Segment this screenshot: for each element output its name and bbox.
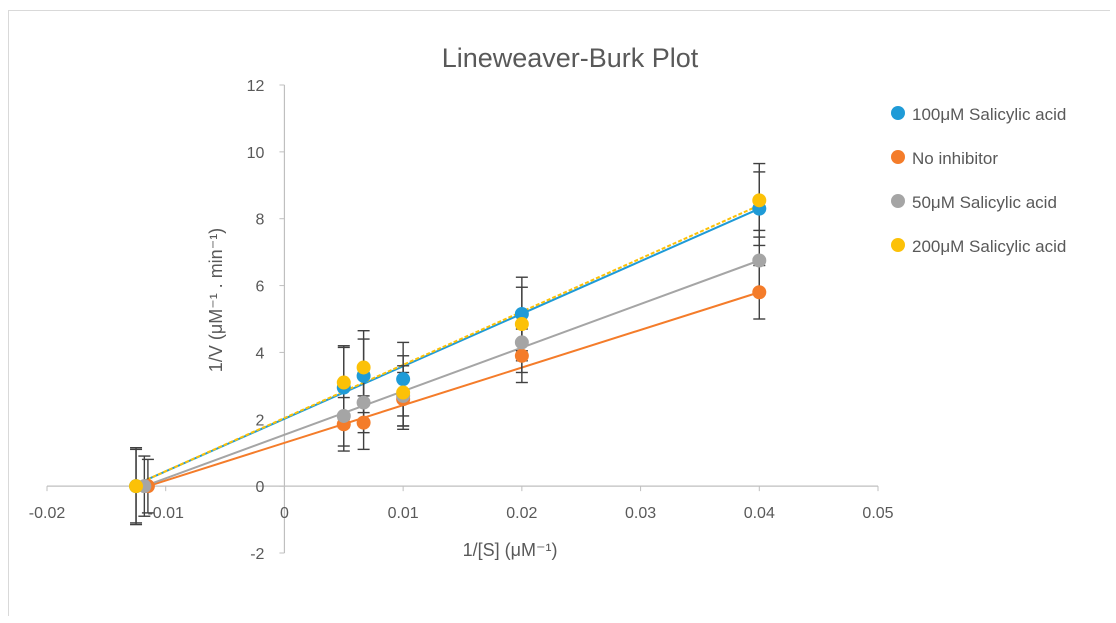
chart-title: Lineweaver-Burk Plot: [442, 43, 699, 73]
chart-frame: [8, 10, 1110, 616]
data-point-series-3: [356, 360, 371, 375]
trendline-series-0: [135, 207, 760, 486]
data-point-series-1: [514, 348, 529, 363]
x-tick-label: 0.04: [744, 505, 775, 522]
y-tick-label: 0: [256, 479, 265, 496]
data-point-series-1: [752, 285, 767, 300]
data-point-series-2: [514, 335, 529, 350]
y-tick-label: 6: [256, 279, 265, 296]
axes: [46, 84, 879, 554]
y-tick-label: 8: [256, 212, 265, 229]
x-tick-label: 0.03: [625, 505, 656, 522]
legend-label: No inhibitor: [912, 149, 998, 168]
data-point-series-0: [514, 306, 529, 321]
data-point-series-1: [356, 415, 371, 430]
data-point-series-3: [752, 193, 767, 208]
y-tick-label: 4: [256, 345, 265, 362]
trendline-series-1: [147, 291, 760, 488]
x-tick-label: -0.02: [29, 505, 66, 522]
data-point-series-2: [752, 253, 767, 268]
data-point-series-0: [396, 372, 411, 387]
data-points: [129, 193, 767, 494]
data-point-series-2: [336, 408, 351, 423]
data-point-series-2: [356, 395, 371, 410]
y-axis-label: 1/V (μM⁻¹ . min⁻¹): [206, 228, 226, 372]
legend-marker: [891, 194, 905, 208]
legend-marker: [891, 150, 905, 164]
trendline-series-2: [144, 259, 760, 488]
y-tick-label: 12: [247, 78, 265, 95]
x-tick-label: 0.01: [388, 505, 419, 522]
y-tick-label: 10: [247, 145, 265, 162]
legend-label: 200μM Salicylic acid: [912, 237, 1066, 256]
legend-marker: [891, 106, 905, 120]
legend-label: 100μM Salicylic acid: [912, 105, 1066, 124]
legend-label: 50μM Salicylic acid: [912, 193, 1057, 212]
y-tick-label: 2: [256, 412, 265, 429]
trendlines: [135, 204, 760, 488]
y-tick-label: -2: [250, 546, 264, 563]
x-axis-label: 1/[S] (μM⁻¹): [463, 540, 558, 560]
x-tick-label: 0.02: [506, 505, 537, 522]
x-tick-label: -0.01: [147, 505, 184, 522]
data-point-series-3: [514, 317, 529, 332]
x-tick-label: 0.05: [862, 505, 893, 522]
tick-labels: -0.02 -0.01 0 0.01 0.02 0.03 0.04 0.05 -2 0 2 4 6 8 10…: [29, 78, 894, 563]
data-point-series-3: [396, 385, 411, 400]
trendline-series-3: [135, 204, 760, 486]
data-point-series-3: [129, 479, 144, 494]
legend-marker: [891, 238, 905, 252]
x-tick-label: 0: [280, 505, 289, 522]
legend: 100μM Salicylic acid No inhibitor 50μM Sal…: [891, 105, 1066, 256]
data-point-series-3: [336, 375, 351, 390]
